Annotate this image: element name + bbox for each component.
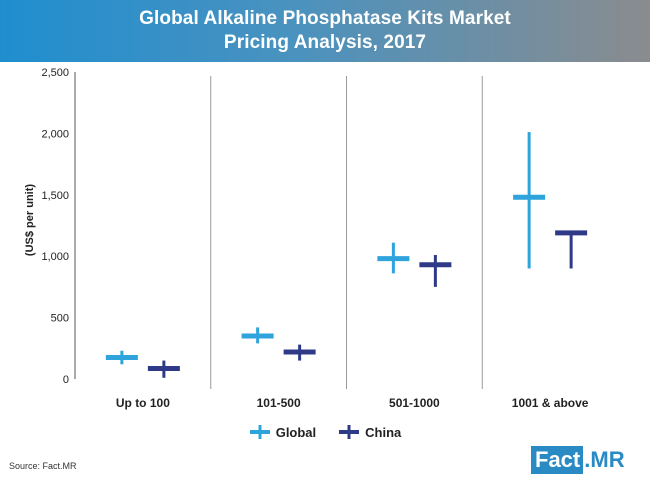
- legend-china-label: China: [365, 424, 402, 440]
- y-tick-label: 1,500: [41, 190, 69, 202]
- source-note: Source: Fact.MR: [9, 461, 77, 471]
- chart-legend: Global China: [0, 420, 650, 444]
- x-axis-ticks: Up to 100 101-500 501-1000 1001 & above: [116, 396, 589, 410]
- logo-mr-text: .MR: [584, 447, 625, 472]
- y-tick-label: 0: [63, 374, 69, 386]
- y-tick-label: 500: [51, 313, 69, 325]
- logo-fact-text: Fact: [531, 446, 584, 474]
- legend-global-marker: [249, 425, 270, 439]
- x-tick-label: 101-500: [257, 396, 301, 410]
- y-tick-label: 2,500: [41, 67, 69, 79]
- factmr-logo: Fact .MR: [531, 446, 645, 474]
- chart-axes: [74, 72, 483, 389]
- y-tick-label: 1,000: [41, 251, 69, 263]
- legend-global-label: Global: [275, 424, 317, 440]
- x-tick-label: 1001 & above: [512, 396, 589, 410]
- x-tick-label: 501-1000: [389, 396, 440, 410]
- y-axis-ticks: 0 500 1,000 1,500 2,000 2,500: [41, 67, 69, 386]
- series-china: [147, 230, 588, 378]
- chart-title-line1: Global Alkaline Phosphatase Kits Market: [139, 8, 511, 29]
- y-tick-label: 2,000: [41, 128, 69, 140]
- pricing-chart: 0 500 1,000 1,500 2,000 2,500 Up to 100 101-50…: [24, 67, 589, 410]
- legend-item-china: China: [338, 423, 401, 441]
- chart-title-banner: Global Alkaline Phosphatase Kits Market …: [0, 0, 650, 62]
- y-axis-label: (US$ per unit): [24, 184, 36, 256]
- legend-item-global: Global: [249, 423, 316, 441]
- legend-china-marker: [339, 425, 360, 439]
- series-global: [105, 132, 546, 365]
- chart-marks: [105, 132, 588, 378]
- x-tick-label: Up to 100: [116, 396, 170, 410]
- chart-title-line2: Pricing Analysis, 2017: [223, 32, 427, 53]
